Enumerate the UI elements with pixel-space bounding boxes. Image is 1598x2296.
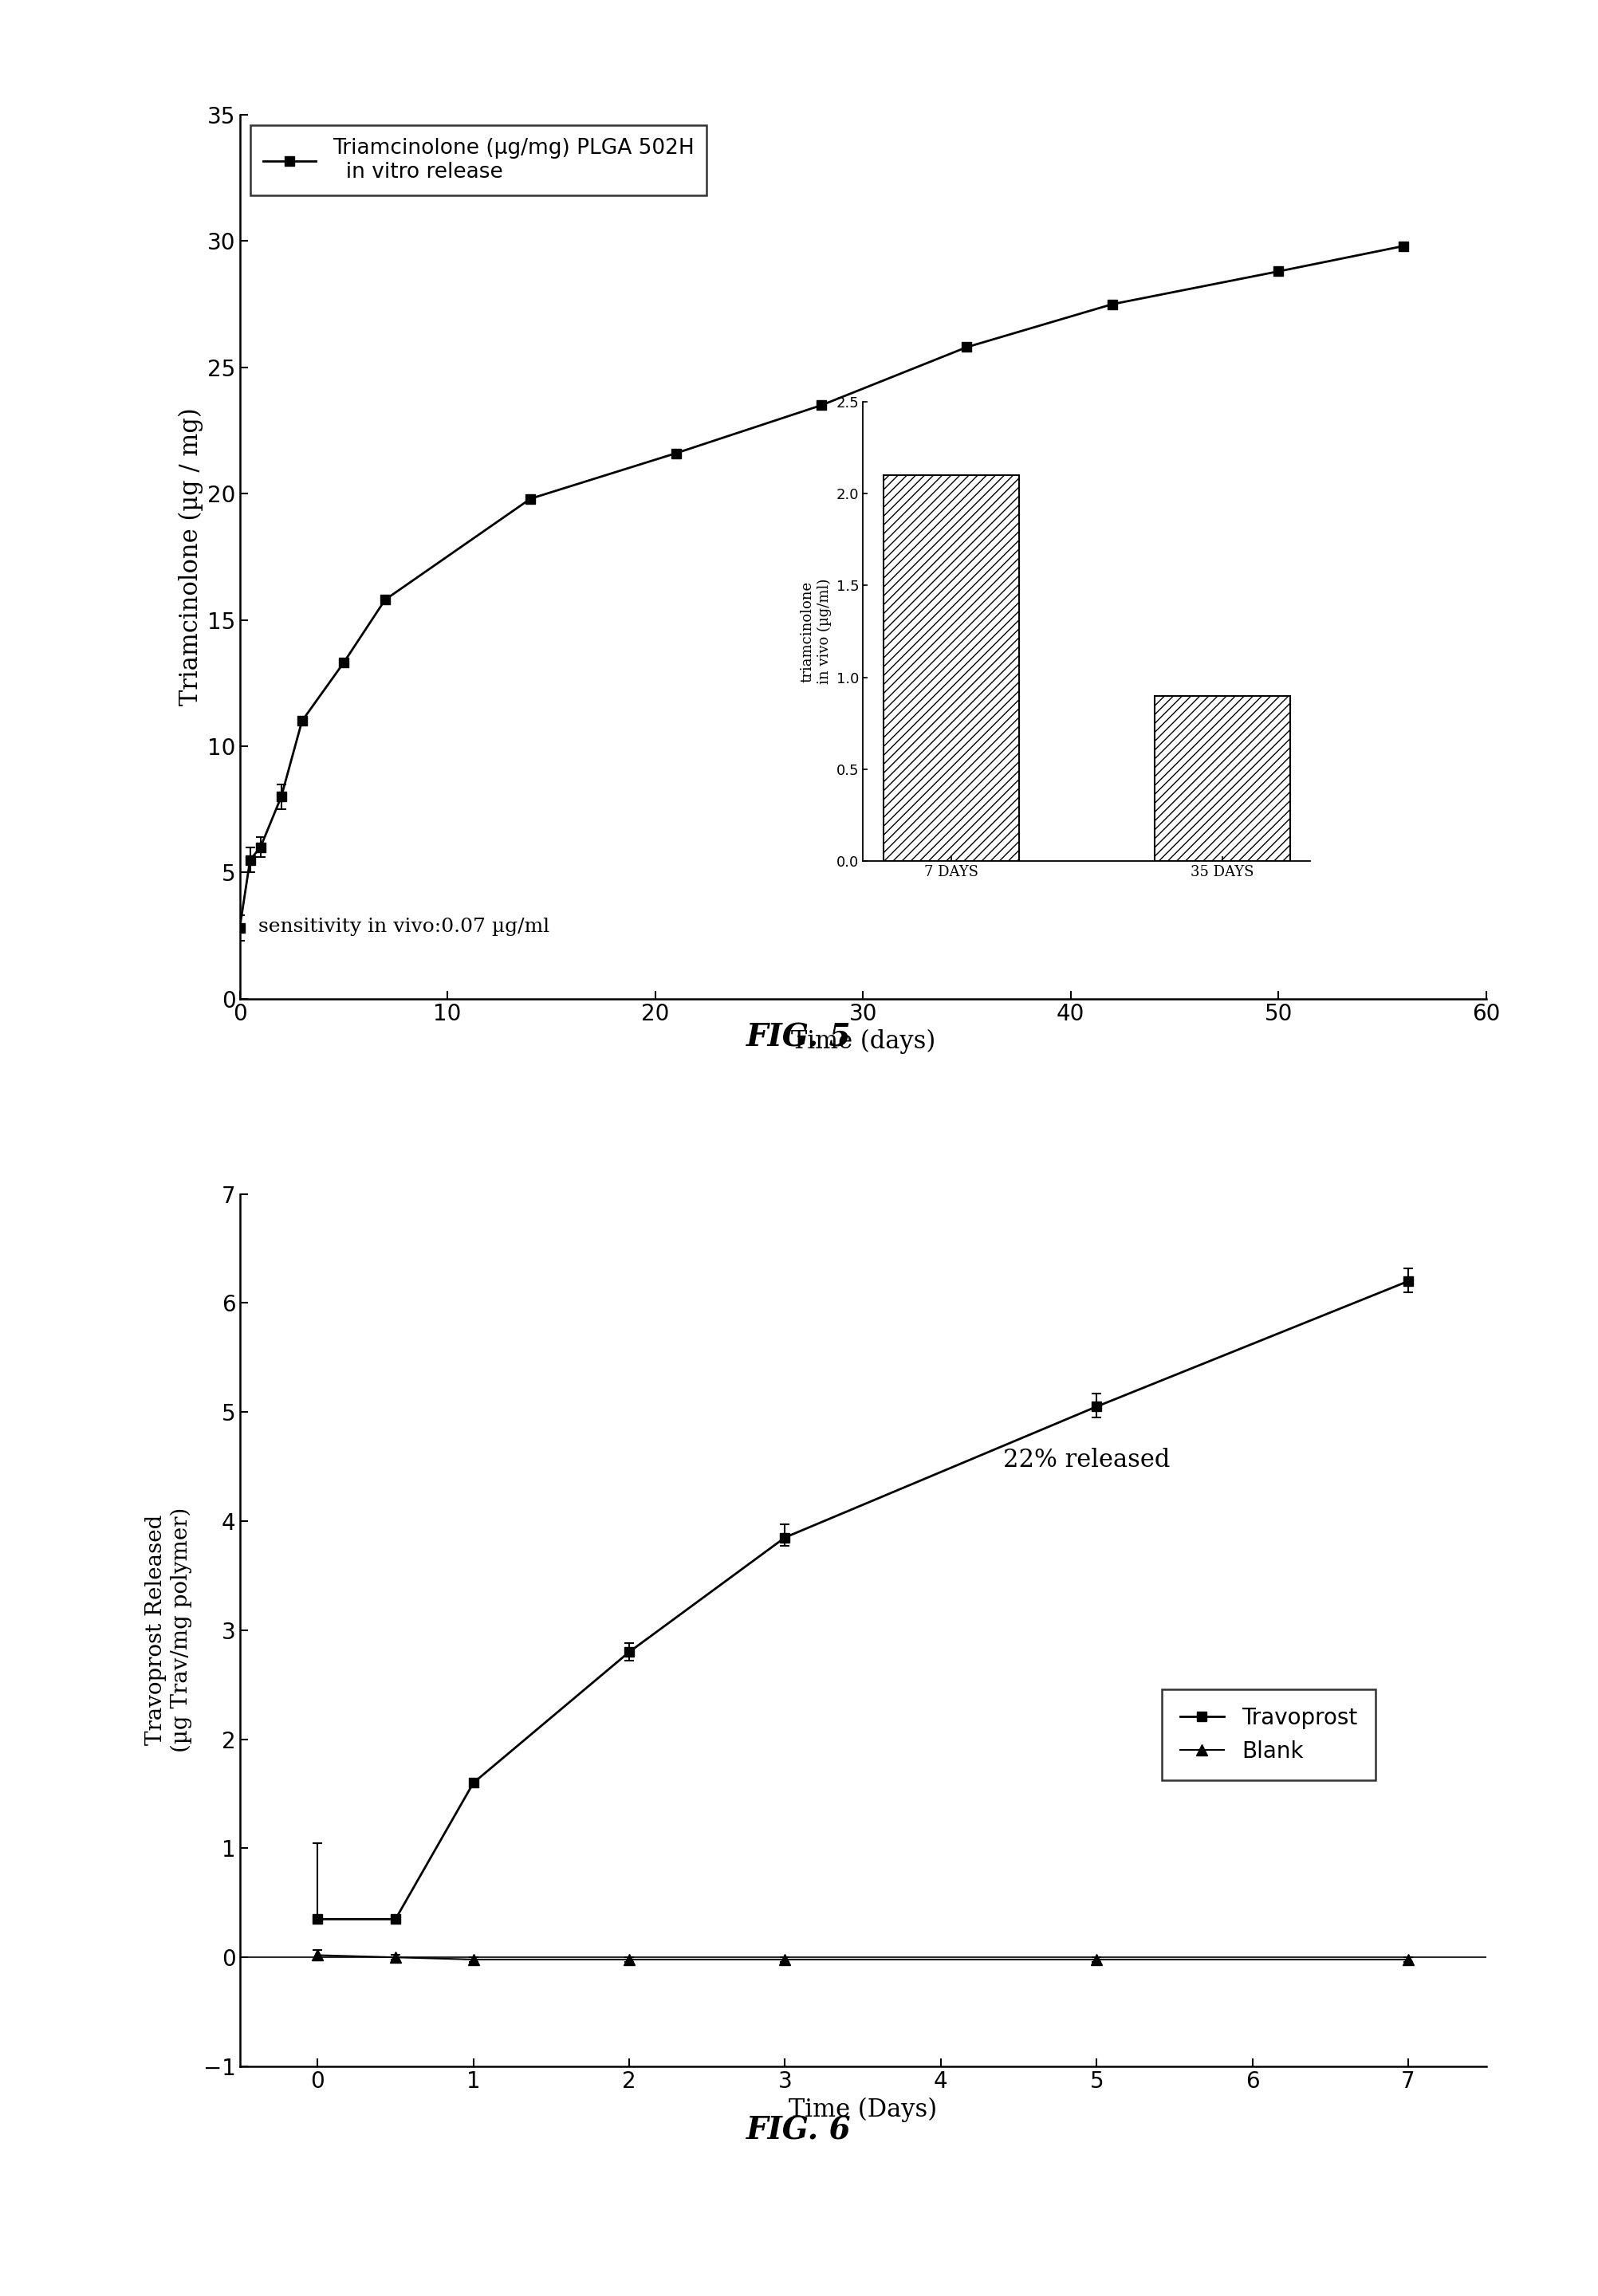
Legend: Triamcinolone (µg/mg) PLGA 502H
  in vitro release: Triamcinolone (µg/mg) PLGA 502H in vitro…: [251, 126, 706, 195]
Text: sensitivity in vivo:0.07 µg/ml: sensitivity in vivo:0.07 µg/ml: [246, 918, 550, 937]
Travoprost: [1398, 1267, 1417, 1295]
X-axis label: Time (days): Time (days): [791, 1029, 935, 1054]
Travoprost: [308, 1906, 328, 1933]
Blank: [385, 1942, 404, 1970]
Blank: [620, 1945, 639, 1972]
X-axis label: Time (Days): Time (Days): [789, 2096, 936, 2122]
Bar: [1154, 696, 1290, 861]
Travoprost: [620, 1639, 639, 1667]
Legend: Travoprost, Blank: Travoprost, Blank: [1162, 1690, 1376, 1779]
Text: FIG. 5: FIG. 5: [746, 1022, 852, 1054]
Text: 22% released: 22% released: [1004, 1446, 1170, 1472]
Blank: [308, 1942, 328, 1970]
Y-axis label: Travoprost Released
(µg Trav/mg polymer): Travoprost Released (µg Trav/mg polymer): [145, 1508, 192, 1752]
Blank: [1398, 1945, 1417, 1972]
Line: Travoprost: Travoprost: [313, 1277, 1413, 1924]
Travoprost: [775, 1525, 794, 1552]
Blank: [463, 1945, 483, 1972]
Travoprost: [463, 1768, 483, 1795]
Bar: [884, 475, 1020, 861]
Line: Blank: Blank: [312, 1949, 1414, 1965]
Y-axis label: Triamcinolone (µg / mg): Triamcinolone (µg / mg): [179, 409, 203, 705]
Text: FIG. 6: FIG. 6: [746, 2115, 852, 2147]
Y-axis label: triamcinolone
in vivo (µg/ml): triamcinolone in vivo (µg/ml): [801, 579, 831, 684]
Blank: [775, 1945, 794, 1972]
Blank: [1087, 1945, 1106, 1972]
Travoprost: [385, 1906, 404, 1933]
Travoprost: [1087, 1394, 1106, 1421]
